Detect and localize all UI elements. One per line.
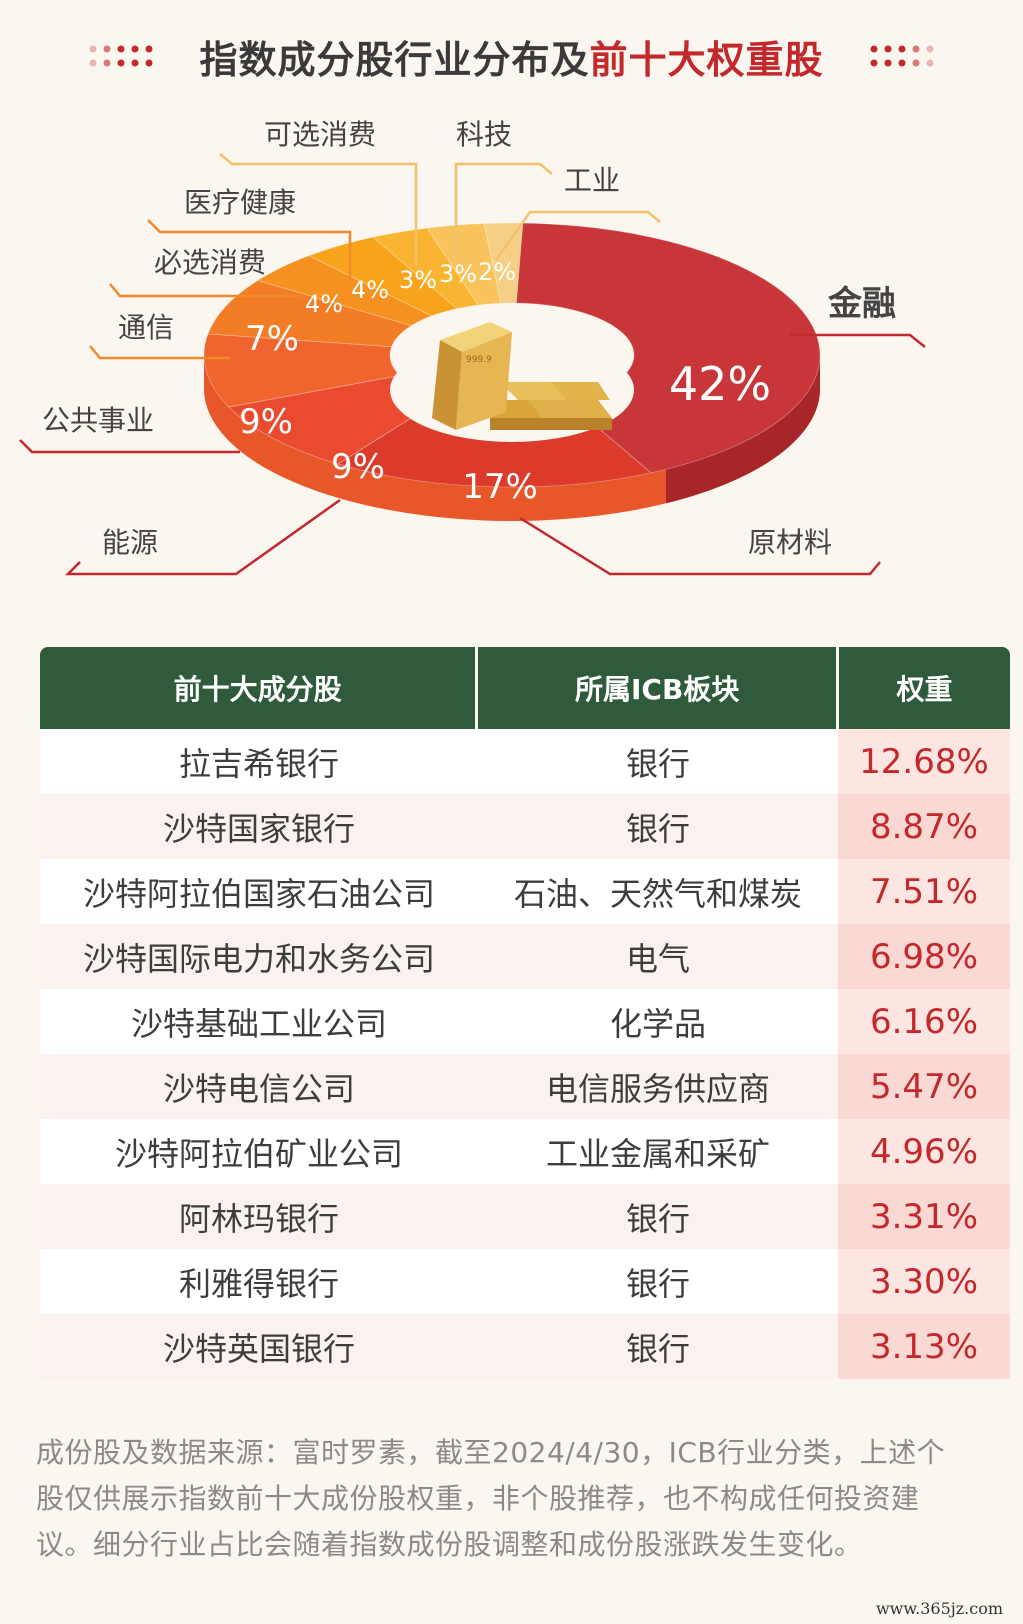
slice-category-label: 可选消费	[264, 118, 376, 151]
title-main: 指数成分股行业分布及	[199, 37, 590, 82]
slice-pct-label: 3%	[439, 260, 477, 288]
cell-stock: 沙特基础工业公司	[40, 989, 478, 1054]
cell-sector: 石油、天然气和煤炭	[478, 859, 838, 924]
header-sector: 所属ICB板块	[475, 647, 836, 729]
slice-pct-label: 2%	[478, 258, 516, 286]
table-row: 沙特阿拉伯国家石油公司 石油、天然气和煤炭 7.51%	[40, 859, 1010, 924]
footnote-line-1: 成份股及数据来源：富时罗素，截至2024/4/30，ICB行业分类，上述个	[36, 1436, 946, 1469]
leader-line	[89, 345, 230, 360]
slice-pct-label: 17%	[462, 467, 538, 507]
leader-line	[19, 439, 240, 454]
cell-stock: 沙特英国银行	[40, 1314, 478, 1379]
slice-9	[483, 222, 524, 304]
svg-text:999.9: 999.9	[466, 355, 492, 365]
cell-stock: 利雅得银行	[40, 1249, 478, 1314]
cell-weight: 3.31%	[838, 1184, 1010, 1249]
cell-sector: 工业金属和采矿	[478, 1119, 838, 1184]
industry-donut-chart: 999.9 42% 金融 17% 原材料 9% 能源 9% 公共事业 7% 通信 4% 必选消费 4% 医…	[19, 118, 926, 576]
cell-stock: 沙特国家银行	[40, 794, 478, 859]
slice-pct-label: 9%	[239, 402, 293, 442]
footnote-line-2: 股仅供展示指数前十大成份股权重，非个股推荐，也不构成任何投资建	[36, 1482, 920, 1515]
donut-depth	[204, 355, 820, 521]
table-row: 拉吉希银行 银行 12.68%	[40, 729, 1010, 794]
table-row: 沙特阿拉伯矿业公司 工业金属和采矿 4.96%	[40, 1119, 1010, 1184]
cell-sector: 化学品	[478, 989, 838, 1054]
slice-pct-label: 3%	[399, 266, 437, 294]
slice-category-label: 能源	[102, 526, 158, 559]
slice-category-label: 通信	[118, 311, 174, 344]
slice-3	[203, 333, 401, 408]
leader-line	[454, 162, 553, 260]
cell-weight: 6.98%	[838, 924, 1010, 989]
header-weight: 权重	[836, 647, 1010, 729]
slice-pct-label: 9%	[331, 447, 385, 487]
donut-side-dark	[666, 355, 820, 504]
cell-stock: 沙特阿拉伯国家石油公司	[40, 859, 478, 924]
leader-line	[519, 516, 881, 576]
cell-sector: 电信服务供应商	[478, 1054, 838, 1119]
slice-category-label: 工业	[564, 164, 620, 197]
slice-labels: 42% 金融 17% 原材料 9% 能源 9% 公共事业 7% 通信 4% 必选消费 4% 医疗健康 3% 可…	[19, 118, 926, 576]
decor-dots-right-icon	[870, 45, 934, 67]
table-body: 拉吉希银行 银行 12.68% 沙特国家银行 银行 8.87% 沙特阿拉伯国家石油公司 石油、…	[40, 729, 1010, 1379]
table-row: 沙特英国银行 银行 3.13%	[40, 1314, 1010, 1379]
cell-weight: 8.87%	[838, 794, 1010, 859]
cell-stock: 沙特电信公司	[40, 1054, 478, 1119]
slice-pct-label: 42%	[669, 357, 771, 411]
cell-sector: 银行	[478, 729, 838, 794]
cell-stock: 沙特阿拉伯矿业公司	[40, 1119, 478, 1184]
table-row: 阿林玛银行 银行 3.31%	[40, 1184, 1010, 1249]
slice-8	[426, 223, 502, 306]
title-row: 指数成分股行业分布及前十大权重股	[0, 28, 1023, 84]
slice-category-label: 科技	[456, 118, 512, 151]
slice-category-label: 医疗健康	[184, 186, 296, 219]
leader-line	[64, 498, 341, 576]
leader-line	[219, 153, 418, 266]
cell-sector: 银行	[478, 794, 838, 859]
slice-category-label: 必选消费	[154, 246, 266, 279]
leader-line	[147, 219, 352, 280]
table-row: 沙特电信公司 电信服务供应商 5.47%	[40, 1054, 1010, 1119]
cell-sector: 银行	[478, 1249, 838, 1314]
cell-stock: 阿林玛银行	[40, 1184, 478, 1249]
top10-table: 前十大成分股 所属ICB板块 权重 拉吉希银行 银行 12.68% 沙特国家银行 银行 8…	[40, 647, 1010, 1379]
cell-weight: 7.51%	[838, 859, 1010, 924]
cell-stock: 拉吉希银行	[40, 729, 478, 794]
cell-sector: 电气	[478, 924, 838, 989]
table-row: 沙特基础工业公司 化学品 6.16%	[40, 989, 1010, 1054]
gold-bars-icon: 999.9	[390, 322, 634, 442]
slice-pct-label: 7%	[245, 319, 299, 359]
slice-5	[256, 255, 433, 327]
leader-line	[494, 210, 661, 261]
cell-sector: 银行	[478, 1184, 838, 1249]
cell-weight: 3.13%	[838, 1314, 1010, 1379]
footnote: 成份股及数据来源：富时罗素，截至2024/4/30，ICB行业分类，上述个 股仅…	[36, 1430, 996, 1568]
slice-6	[307, 236, 459, 317]
cell-weight: 3.30%	[838, 1249, 1010, 1314]
table-row: 沙特国际电力和水务公司 电气 6.98%	[40, 924, 1010, 989]
cell-weight: 5.47%	[838, 1054, 1010, 1119]
decor-dots-left-icon	[89, 45, 153, 67]
title-highlight: 前十大权重股	[589, 37, 824, 82]
cell-weight: 4.96%	[838, 1119, 1010, 1184]
watermark: www.365jz.com	[875, 1599, 1003, 1618]
cell-stock: 沙特国际电力和水务公司	[40, 924, 478, 989]
table-row: 沙特国家银行 银行 8.87%	[40, 794, 1010, 859]
page-title: 指数成分股行业分布及前十大权重股	[199, 29, 823, 84]
cell-weight: 12.68%	[838, 729, 1010, 794]
leader-line	[109, 283, 300, 298]
cell-sector: 银行	[478, 1314, 838, 1379]
footnote-line-3: 议。细分行业占比会随着指数成份股调整和成份股涨跌发生变化。	[36, 1528, 863, 1561]
cell-weight: 6.16%	[838, 989, 1010, 1054]
slice-category-label: 原材料	[748, 526, 832, 559]
table-header: 前十大成分股 所属ICB板块 权重	[40, 647, 1010, 729]
slice-category-label: 公共事业	[42, 404, 154, 437]
slice-category-label: 金融	[827, 284, 896, 324]
leader-line	[790, 333, 926, 348]
table-row: 利雅得银行 银行 3.30%	[40, 1249, 1010, 1314]
slice-pct-label: 4%	[351, 276, 389, 304]
header-stock: 前十大成分股	[173, 673, 342, 706]
slice-pct-label: 4%	[305, 290, 343, 318]
